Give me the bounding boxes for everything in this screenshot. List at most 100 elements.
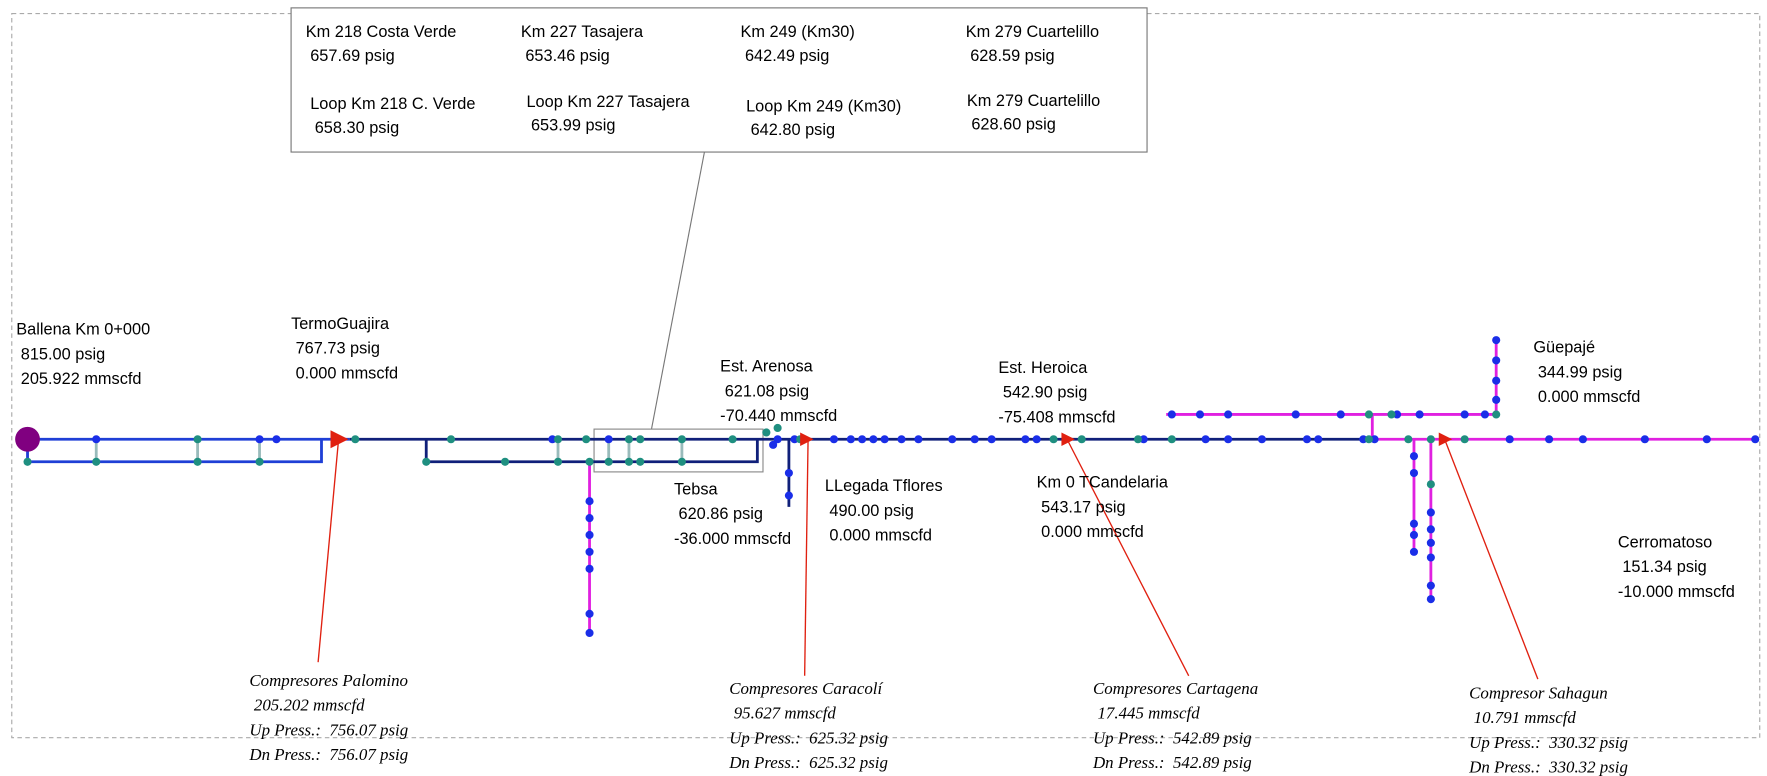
node: [1640, 435, 1649, 444]
node: [1302, 435, 1312, 444]
node: [790, 435, 799, 444]
node: [1139, 435, 1148, 444]
compressor-leaders: [317, 441, 1539, 680]
node: [970, 435, 979, 444]
node: [582, 435, 591, 444]
node: [636, 457, 645, 466]
compressor-up: Up Press.: 756.07 psig: [249, 720, 408, 739]
inset-pressure: 628.59 psig: [970, 47, 1054, 65]
node: [604, 457, 613, 466]
node: [585, 547, 594, 556]
node: [1492, 336, 1501, 345]
inset-name: Km 279 Cuartelillo: [967, 92, 1100, 110]
node: [1426, 553, 1435, 562]
node: [1224, 410, 1233, 419]
node: [272, 435, 281, 444]
station-name: Est. Heroica: [998, 359, 1088, 377]
node: [773, 435, 782, 444]
compressor-flow: 205.202 mmscfd: [254, 696, 365, 715]
node: [1133, 435, 1143, 444]
node: [1021, 435, 1030, 444]
node: [987, 435, 996, 444]
node: [869, 435, 878, 444]
node: [553, 435, 563, 444]
inset-name: Km 218 Costa Verde: [306, 23, 457, 41]
station-flow: 205.922 mmscfd: [21, 370, 142, 388]
station-flow: -36.000 mmscfd: [674, 530, 791, 548]
node: [92, 435, 101, 444]
node: [1409, 519, 1419, 528]
node: [1336, 410, 1345, 419]
station-pressure: 542.90 psig: [1003, 384, 1087, 402]
station-pressure: 490.00 psig: [829, 502, 913, 520]
node: [1404, 435, 1413, 444]
compressor-dn: Dn Press.: 625.32 psig: [728, 753, 888, 772]
node: [1409, 547, 1419, 556]
station-name: Ballena Km 0+000: [16, 321, 150, 339]
node: [585, 530, 594, 540]
node: [1426, 538, 1435, 547]
node: [1049, 435, 1058, 444]
station-name: Km 0 TCandelaria: [1037, 474, 1169, 492]
compressor-name: Compresores Caracolí: [729, 679, 883, 698]
node: [1415, 410, 1424, 419]
station-pressure: 151.34 psig: [1622, 558, 1706, 576]
node: [1460, 435, 1469, 444]
compressor-name: Compresor Sahagun: [1469, 683, 1608, 702]
node: [1460, 410, 1469, 419]
inset-pressure: 653.99 psig: [531, 117, 615, 135]
node: [1387, 410, 1396, 419]
node: [585, 564, 594, 573]
node: [1578, 435, 1587, 444]
node: [585, 497, 594, 506]
inset-pressure: 642.80 psig: [751, 121, 835, 139]
node: [948, 435, 957, 444]
compressor-dn: Dn Press.: 330.32 psig: [1468, 758, 1628, 776]
compressor-icons: [330, 430, 1453, 449]
frame: [11, 12, 1761, 739]
node: [446, 435, 456, 444]
node: [1364, 435, 1373, 444]
compressor-dn: Dn Press.: 756.07 psig: [248, 745, 408, 764]
node: [1751, 435, 1760, 444]
node: [1492, 410, 1501, 419]
node: [897, 435, 906, 444]
inset-pressure: 658.30 psig: [315, 119, 399, 137]
node: [1167, 410, 1176, 419]
node: [1257, 435, 1266, 444]
inset-name: Loop Km 218 C. Verde: [310, 95, 475, 113]
node: [1426, 508, 1435, 517]
node: [1314, 435, 1323, 444]
node: [585, 609, 594, 618]
node: [1364, 410, 1373, 419]
inset-region: [593, 428, 764, 473]
inset-name: Loop Km 227 Tasajera: [526, 93, 690, 111]
station-flow: 0.000 mmscfd: [829, 527, 932, 545]
node: [1370, 435, 1379, 444]
inset-name: Km 249 (Km30): [740, 23, 854, 41]
node: [846, 435, 855, 444]
station-name: Tebsa: [674, 480, 718, 498]
inset-name: Loop Km 249 (Km30): [746, 98, 901, 116]
node: [1426, 525, 1435, 534]
node: [1409, 468, 1419, 478]
node: [193, 457, 202, 466]
compressor-dn: Dn Press.: 542.89 psig: [1092, 753, 1252, 772]
node: [1077, 435, 1086, 444]
node: [193, 435, 202, 444]
station-pressure: 543.17 psig: [1041, 498, 1125, 516]
node: [548, 435, 557, 444]
node: [1426, 595, 1435, 604]
compressor-flow: 95.627 mmscfd: [734, 704, 837, 723]
nodes: [23, 336, 1760, 638]
station-flow: 0.000 mmscfd: [1538, 388, 1641, 406]
node: [624, 435, 634, 444]
node: [636, 435, 645, 444]
node: [604, 435, 613, 444]
station-name: TermoGuajira: [291, 315, 390, 333]
node: [1492, 395, 1501, 404]
compressor-name: Compresores Cartagena: [1093, 679, 1258, 698]
node: [1505, 435, 1514, 444]
